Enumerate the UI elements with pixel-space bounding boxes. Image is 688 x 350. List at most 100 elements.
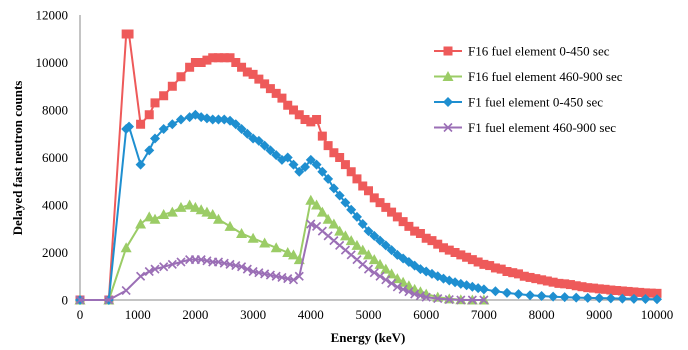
data-point-marker — [381, 202, 391, 212]
data-point-marker — [224, 220, 236, 231]
x-tick-label: 2000 — [182, 307, 208, 322]
data-point-marker — [467, 255, 477, 265]
data-point-marker — [213, 114, 224, 125]
data-point-marker — [629, 287, 639, 297]
data-point-marker — [443, 293, 455, 304]
legend-label: F16 fuel element 460-900 sec — [468, 69, 623, 84]
data-point-marker — [548, 291, 559, 302]
data-point-marker — [136, 119, 146, 129]
y-tick-label: 12000 — [36, 8, 69, 23]
data-point-marker — [364, 186, 373, 196]
data-point-marker — [288, 275, 299, 285]
data-point-marker — [158, 209, 170, 219]
data-point-marker — [514, 269, 524, 279]
series-layer — [74, 29, 662, 305]
data-point-marker — [513, 289, 524, 300]
data-point-marker — [410, 226, 420, 236]
data-point-marker — [260, 79, 270, 89]
data-point-marker — [369, 268, 379, 278]
series-2 — [74, 194, 490, 305]
data-point-marker — [328, 183, 339, 194]
data-point-marker — [374, 258, 386, 269]
data-point-marker — [144, 145, 155, 156]
data-point-marker — [443, 97, 453, 107]
data-point-marker — [237, 62, 247, 72]
legend-label: F1 fuel element 460-900 sec — [468, 120, 616, 135]
data-point-marker — [501, 287, 512, 298]
data-point-marker — [565, 280, 575, 290]
legend-item: F1 fuel element 0-450 sec — [434, 95, 603, 110]
data-point-marker — [135, 218, 147, 229]
data-point-marker — [443, 122, 453, 133]
data-point-marker — [236, 228, 248, 238]
data-point-marker — [363, 226, 374, 237]
data-point-marker — [248, 69, 258, 79]
data-point-marker — [201, 206, 213, 217]
data-point-marker — [124, 121, 135, 132]
data-point-marker — [589, 283, 599, 293]
data-point-marker — [594, 284, 604, 294]
y-axis-title: Delayed fast neutron counts — [10, 81, 25, 236]
data-point-marker — [316, 206, 328, 217]
data-point-marker — [158, 124, 169, 134]
data-point-marker — [612, 286, 622, 295]
legend: F16 fuel element 0-450 sec F16 fuel eleme… — [434, 44, 623, 135]
data-point-marker — [208, 53, 218, 63]
data-point-marker — [143, 211, 155, 222]
data-point-marker — [242, 67, 252, 77]
series-line — [80, 198, 484, 301]
data-point-marker — [623, 286, 633, 296]
y-tick-label: 0 — [62, 293, 69, 308]
data-point-marker — [236, 262, 247, 272]
data-point-marker — [335, 153, 345, 162]
data-point-marker — [265, 145, 276, 156]
data-point-marker — [375, 235, 386, 246]
data-point-marker — [478, 284, 489, 295]
x-tick-label: 8000 — [529, 307, 555, 322]
data-point-marker — [176, 72, 186, 82]
data-point-marker — [392, 282, 402, 292]
data-point-marker — [121, 285, 131, 296]
data-point-marker — [144, 110, 154, 120]
data-point-marker — [369, 193, 379, 203]
data-point-marker — [646, 288, 656, 298]
data-point-marker — [381, 275, 391, 285]
data-point-marker — [652, 294, 662, 305]
data-point-marker — [150, 133, 161, 144]
data-point-marker — [340, 197, 351, 208]
data-point-marker — [207, 114, 218, 125]
y-tick-label: 2000 — [42, 245, 68, 260]
data-point-marker — [213, 53, 223, 63]
x-tick-label: 3000 — [240, 307, 266, 322]
data-point-marker — [386, 245, 397, 256]
data-point-marker — [363, 264, 374, 274]
legend-label: F1 fuel element 0-450 sec — [468, 95, 603, 110]
x-tick-label: 9000 — [586, 307, 612, 322]
data-point-marker — [519, 271, 529, 281]
data-point-marker — [352, 174, 362, 184]
data-point-marker — [242, 128, 253, 139]
data-point-marker — [640, 288, 650, 298]
data-point-marker — [439, 243, 449, 253]
data-point-marker — [166, 206, 178, 217]
data-point-marker — [184, 199, 196, 210]
data-point-marker — [339, 230, 351, 241]
data-point-marker — [175, 201, 187, 212]
data-point-marker — [369, 230, 380, 241]
data-point-marker — [230, 119, 241, 130]
data-point-marker — [317, 166, 328, 177]
data-point-marker — [442, 71, 454, 81]
data-point-marker — [433, 294, 443, 304]
data-point-marker — [236, 124, 247, 134]
data-point-marker — [485, 261, 495, 271]
data-point-marker — [554, 278, 564, 288]
data-point-marker — [635, 287, 645, 297]
data-point-marker — [473, 257, 483, 267]
data-point-marker — [605, 293, 616, 304]
x-tick-label: 4000 — [298, 307, 324, 322]
data-point-marker — [167, 259, 177, 269]
data-point-marker — [444, 294, 454, 305]
data-point-marker — [288, 159, 299, 170]
data-point-marker — [277, 93, 287, 103]
